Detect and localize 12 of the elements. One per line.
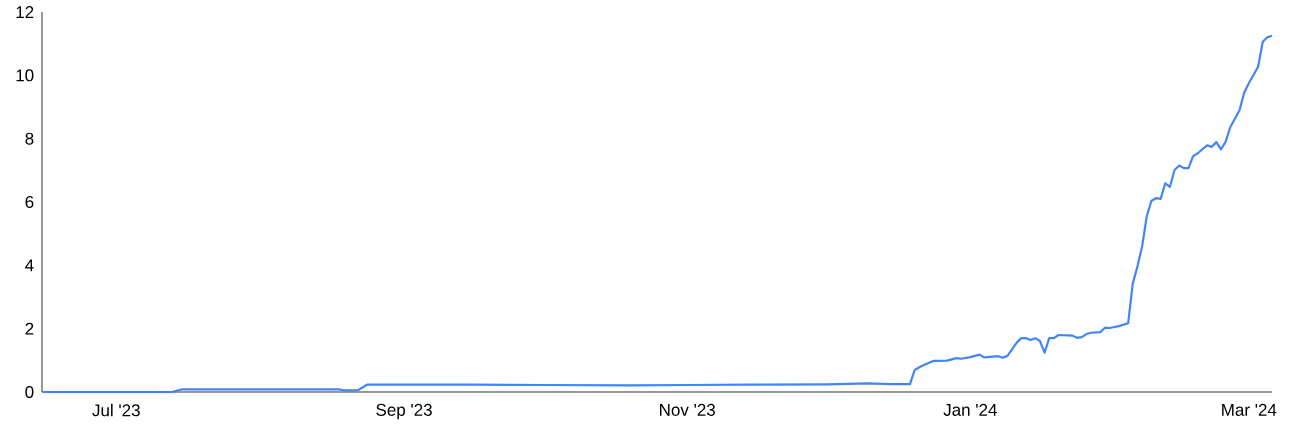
y-tick-label: 8 <box>25 132 34 145</box>
x-tick-label: Mar '24 <box>1222 403 1277 416</box>
y-tick-label: 10 <box>16 69 34 82</box>
x-tick-label: Jul '23 <box>92 403 140 417</box>
x-tick-label: Sep '23 <box>376 403 432 420</box>
x-tick-label: Jan '24 <box>943 403 997 416</box>
y-tick-label: 4 <box>25 259 34 272</box>
y-tick-label: 12 <box>16 6 34 18</box>
y-tick-label: 0 <box>25 385 34 399</box>
y-tick-label: 6 <box>25 195 34 209</box>
x-tick-label: Nov '23 <box>660 403 715 416</box>
y-tick-label: 2 <box>25 322 34 335</box>
